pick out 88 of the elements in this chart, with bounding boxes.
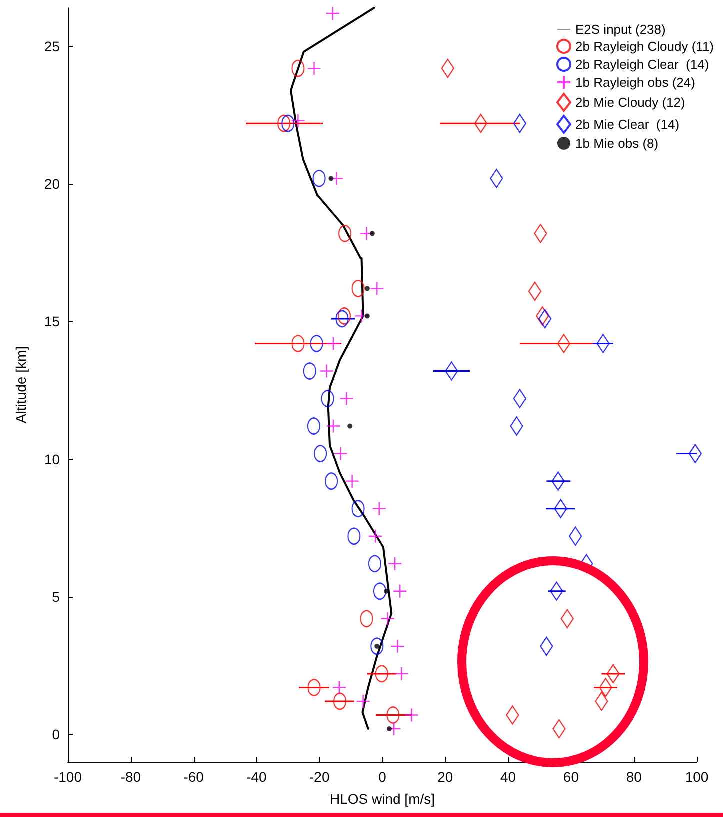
y-tick-label: 5	[52, 588, 60, 605]
point	[536, 306, 550, 326]
point	[292, 335, 305, 352]
point	[368, 529, 383, 544]
point	[393, 584, 408, 598]
point	[386, 706, 400, 724]
point	[368, 555, 382, 572]
point	[352, 280, 365, 298]
legend-label: E2S input (238)	[576, 22, 666, 37]
point	[328, 176, 334, 182]
point	[307, 61, 322, 76]
x-tick-label: 20	[438, 769, 454, 785]
point	[314, 445, 328, 462]
x-tick-label: 100	[685, 769, 709, 785]
point	[326, 6, 340, 21]
point	[336, 310, 349, 328]
point	[386, 726, 392, 732]
point	[310, 335, 324, 352]
point	[360, 610, 374, 628]
point	[373, 582, 387, 600]
x-tick-label: -20	[309, 769, 330, 785]
y-axis-title: Altitude [km]	[13, 346, 29, 424]
point	[303, 362, 316, 380]
point	[528, 282, 542, 302]
legend-label: 1b Mie obs (8)	[576, 136, 659, 151]
x-tick-label: -60	[184, 769, 204, 785]
legend-label: 2b Mie Cloudy (12)	[576, 95, 686, 110]
point	[356, 694, 370, 709]
point	[308, 679, 321, 696]
legend-label: 2b Rayleigh Clear (14)	[576, 57, 710, 72]
x-axis-title: HLOS wind [m/s]	[330, 791, 436, 807]
point	[364, 314, 370, 319]
line-series	[290, 7, 393, 730]
x-tick-label: 60	[563, 769, 580, 785]
point	[474, 114, 488, 134]
x-tick-label: 80	[626, 769, 642, 785]
point	[513, 389, 527, 408]
point	[390, 639, 405, 654]
point	[513, 114, 527, 134]
y-tick-label: 20	[44, 176, 60, 192]
point	[560, 609, 574, 629]
point	[345, 474, 360, 488]
point	[307, 418, 321, 435]
point	[688, 444, 702, 464]
legend-label: 2b Mie Clear (14)	[576, 117, 680, 132]
point	[340, 392, 354, 406]
point	[557, 334, 571, 354]
point	[334, 446, 348, 461]
point	[333, 692, 347, 710]
point	[441, 58, 455, 78]
point	[338, 308, 352, 325]
point	[291, 114, 306, 128]
x-tick-label: -40	[246, 769, 268, 785]
point	[370, 638, 384, 656]
point	[352, 500, 365, 518]
point	[332, 680, 347, 695]
point	[292, 60, 305, 78]
point	[375, 665, 388, 683]
x-tick-label: -100	[54, 769, 82, 785]
x-tick-label: 40	[500, 769, 516, 785]
point	[348, 424, 353, 429]
point	[326, 336, 341, 351]
point	[277, 114, 291, 132]
point	[348, 528, 361, 545]
point	[394, 666, 409, 682]
point	[380, 612, 395, 626]
point	[370, 231, 375, 236]
point	[324, 472, 338, 490]
point	[326, 419, 341, 434]
y-tick-label: 15	[44, 314, 60, 330]
x-tick-label: 0	[378, 769, 387, 785]
point	[388, 556, 402, 571]
point	[364, 286, 370, 292]
x-tick-label: -80	[120, 769, 142, 785]
point	[338, 225, 352, 242]
point	[312, 170, 326, 188]
y-tick-label: 10	[44, 451, 60, 468]
legend-label: 2b Rayleigh Cloudy (11)	[576, 39, 714, 54]
point	[370, 282, 384, 296]
point	[282, 114, 295, 132]
y-tick-label: 25	[44, 38, 60, 55]
point	[404, 708, 419, 722]
y-tick-label: 0	[52, 726, 60, 742]
point	[320, 364, 334, 378]
legend-label: 1b Rayleigh obs (24)	[576, 75, 696, 90]
point	[372, 502, 386, 516]
point	[538, 309, 552, 329]
point	[321, 390, 334, 408]
